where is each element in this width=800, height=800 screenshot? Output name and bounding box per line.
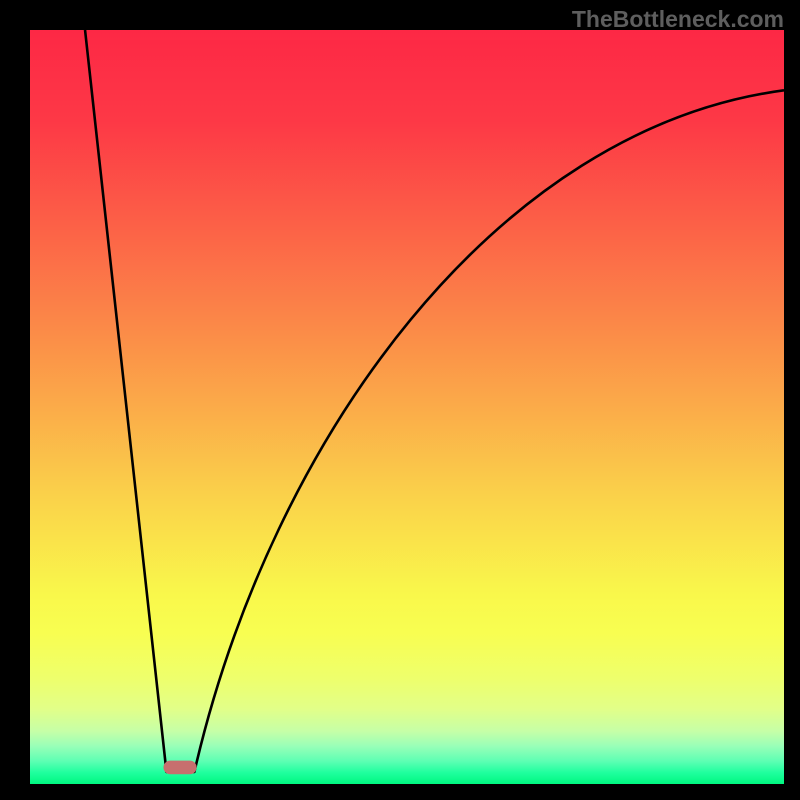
chart-stage: TheBottleneck.com bbox=[0, 0, 800, 800]
target-marker bbox=[163, 761, 196, 775]
gradient-background bbox=[30, 30, 784, 784]
bottleneck-chart bbox=[30, 30, 784, 784]
plot-area bbox=[30, 30, 784, 784]
watermark-text: TheBottleneck.com bbox=[572, 6, 784, 33]
